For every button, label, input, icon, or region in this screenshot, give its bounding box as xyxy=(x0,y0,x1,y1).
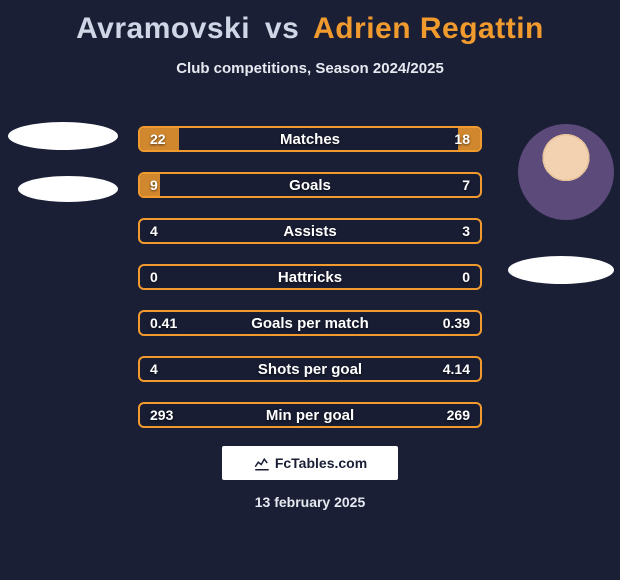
stat-row: 9 Goals 7 xyxy=(138,172,482,198)
stat-value-right: 7 xyxy=(462,177,470,193)
stat-value-left: 4 xyxy=(150,361,158,377)
comparison-card: Avramovski vs Adrien Regattin Club compe… xyxy=(0,0,620,580)
fctables-logo: FcTables.com xyxy=(222,446,398,480)
stat-label: Hattricks xyxy=(278,269,342,286)
stat-row: 4 Shots per goal 4.14 xyxy=(138,356,482,382)
stat-value-right: 269 xyxy=(447,407,470,423)
stat-label: Goals per match xyxy=(251,315,369,332)
stat-value-left: 293 xyxy=(150,407,173,423)
avatar-right xyxy=(518,124,614,220)
stat-row: 0 Hattricks 0 xyxy=(138,264,482,290)
stat-row: 0.41 Goals per match 0.39 xyxy=(138,310,482,336)
stat-value-left: 9 xyxy=(150,177,158,193)
stat-label: Assists xyxy=(283,223,336,240)
avatar-right-photo xyxy=(518,124,614,220)
title-player1: Avramovski xyxy=(76,12,250,45)
avatar-left-placeholder-1 xyxy=(8,122,118,150)
stat-value-right: 3 xyxy=(462,223,470,239)
stat-row: 293 Min per goal 269 xyxy=(138,402,482,428)
avatar-left-placeholder-2 xyxy=(18,176,118,202)
club-badge-right xyxy=(508,256,614,284)
page-title: Avramovski vs Adrien Regattin xyxy=(0,0,620,46)
subtitle: Club competitions, Season 2024/2025 xyxy=(0,60,620,77)
chart-icon xyxy=(253,454,271,472)
stat-value-left: 0.41 xyxy=(150,315,177,331)
logo-text: FcTables.com xyxy=(275,455,367,471)
stat-label: Min per goal xyxy=(266,407,354,424)
stat-row: 4 Assists 3 xyxy=(138,218,482,244)
stat-row: 22 Matches 18 xyxy=(138,126,482,152)
stat-value-right: 18 xyxy=(454,131,470,147)
stat-value-left: 4 xyxy=(150,223,158,239)
stat-label: Matches xyxy=(280,131,340,148)
stat-value-left: 22 xyxy=(150,131,166,147)
stat-bars: 22 Matches 18 9 Goals 7 4 Assists 3 0 Hattricks 0 0.… xyxy=(138,126,482,448)
title-vs: vs xyxy=(265,12,299,45)
stat-value-right: 4.14 xyxy=(443,361,470,377)
stat-label: Shots per goal xyxy=(258,361,362,378)
stat-value-right: 0 xyxy=(462,269,470,285)
stat-value-right: 0.39 xyxy=(443,315,470,331)
title-player2: Adrien Regattin xyxy=(313,12,544,45)
stat-label: Goals xyxy=(289,177,331,194)
stat-value-left: 0 xyxy=(150,269,158,285)
date: 13 february 2025 xyxy=(255,494,366,510)
